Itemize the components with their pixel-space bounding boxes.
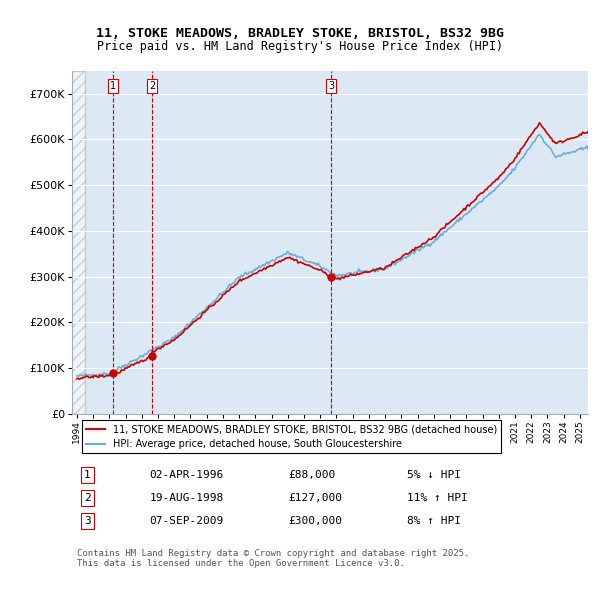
Text: £300,000: £300,000 — [289, 516, 343, 526]
Text: 11, STOKE MEADOWS, BRADLEY STOKE, BRISTOL, BS32 9BG: 11, STOKE MEADOWS, BRADLEY STOKE, BRISTO… — [96, 27, 504, 40]
Text: £127,000: £127,000 — [289, 493, 343, 503]
Text: 02-APR-1996: 02-APR-1996 — [149, 470, 224, 480]
Text: 07-SEP-2009: 07-SEP-2009 — [149, 516, 224, 526]
Text: Price paid vs. HM Land Registry's House Price Index (HPI): Price paid vs. HM Land Registry's House … — [97, 40, 503, 53]
Text: 19-AUG-1998: 19-AUG-1998 — [149, 493, 224, 503]
Text: 1: 1 — [84, 470, 91, 480]
Text: 3: 3 — [328, 81, 334, 91]
Legend: 11, STOKE MEADOWS, BRADLEY STOKE, BRISTOL, BS32 9BG (detached house), HPI: Avera: 11, STOKE MEADOWS, BRADLEY STOKE, BRISTO… — [82, 420, 501, 453]
Text: 2: 2 — [149, 81, 155, 91]
Bar — [69, 71, 85, 414]
Text: Contains HM Land Registry data © Crown copyright and database right 2025.
This d: Contains HM Land Registry data © Crown c… — [77, 549, 470, 568]
Text: 5% ↓ HPI: 5% ↓ HPI — [407, 470, 461, 480]
Text: 1: 1 — [110, 81, 116, 91]
Text: 11% ↑ HPI: 11% ↑ HPI — [407, 493, 468, 503]
Text: 2: 2 — [84, 493, 91, 503]
Text: 3: 3 — [84, 516, 91, 526]
Text: £88,000: £88,000 — [289, 470, 336, 480]
Text: 8% ↑ HPI: 8% ↑ HPI — [407, 516, 461, 526]
